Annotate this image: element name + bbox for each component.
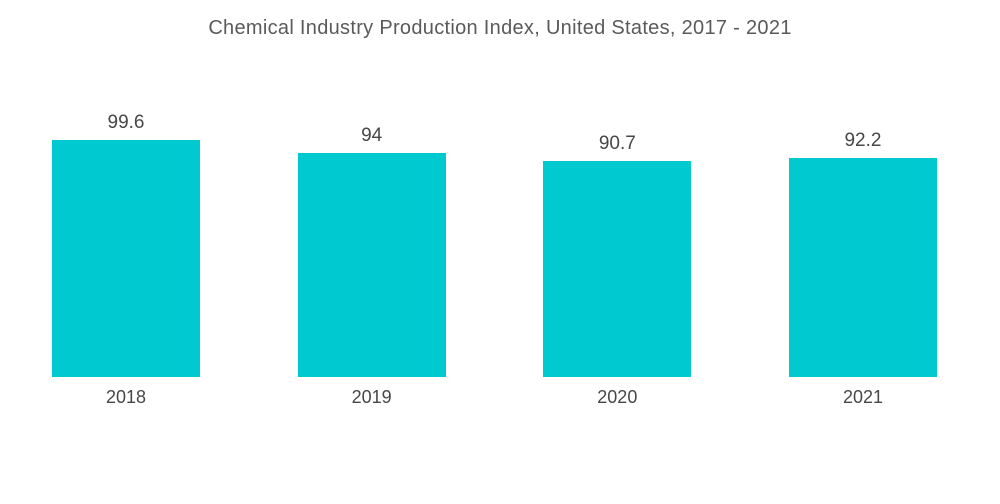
chart-plot-area: 99.6 2018 94 2019 90.7 2020 92.2 2021 [52, 77, 937, 407]
bar-year-label: 2019 [351, 387, 392, 407]
bar[interactable] [297, 153, 446, 377]
bar[interactable] [52, 140, 200, 377]
bar-group: 90.7 2020 [543, 133, 692, 407]
bar[interactable] [788, 158, 937, 377]
bar-group: 92.2 2021 [788, 130, 937, 407]
bar-year-label: 2020 [597, 387, 638, 407]
bar-year-label: 2018 [105, 387, 147, 407]
chart-title: Chemical Industry Production Index, Unit… [208, 17, 792, 39]
bar-year-label: 2021 [842, 387, 883, 407]
bar[interactable] [543, 161, 692, 377]
bar-group: 99.6 2018 [52, 112, 200, 407]
bar-value-label: 94 [361, 125, 383, 146]
bar-value-label: 90.7 [598, 133, 636, 154]
bar-value-label: 92.2 [844, 130, 882, 151]
bar-value-label: 99.6 [107, 112, 145, 133]
bar-group: 94 2019 [297, 125, 446, 407]
